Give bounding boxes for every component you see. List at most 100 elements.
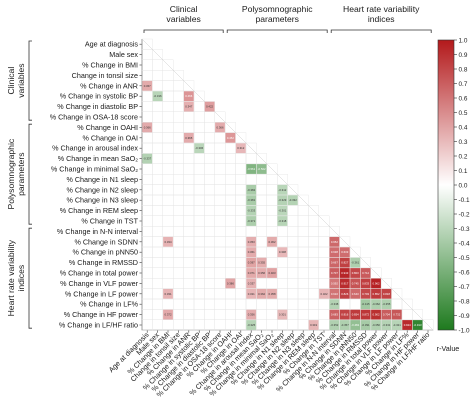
grid-cell	[141, 205, 153, 216]
grid-cell	[172, 298, 184, 310]
grid-cell	[183, 184, 195, 196]
grid-cell	[162, 194, 174, 206]
grid-cell	[277, 298, 288, 310]
row-label-change-in-oahi: % Change in OAHI	[77, 123, 138, 132]
grid-cell	[214, 163, 226, 175]
grid-cell	[277, 288, 288, 300]
heatmap-cell	[360, 288, 371, 299]
grid-cell	[214, 194, 226, 206]
colorbar-tick-label: -0.2	[459, 211, 470, 218]
heatmap-cell	[329, 257, 340, 268]
grid-cell	[214, 278, 226, 289]
grid-cell	[277, 319, 288, 331]
grid-cell	[183, 153, 195, 164]
heatmap-cell	[350, 268, 361, 278]
grid-cell	[152, 215, 163, 227]
grid-cell	[172, 267, 184, 279]
heatmap-cell	[277, 195, 288, 206]
cell-value-label: 0.403	[269, 271, 276, 275]
grid-cell	[172, 153, 184, 164]
grid-cell	[183, 121, 195, 133]
row-label-change-in-n-n-interval: % Change in N-N interval	[57, 227, 138, 236]
grid-cell	[152, 111, 163, 123]
grid-cell	[162, 205, 174, 216]
cell-value-label: 0.943	[341, 271, 348, 275]
row-label-change-in-pnn50: % Change in pNN50	[72, 248, 138, 257]
grid-cell	[141, 288, 153, 300]
heatmap-cell	[246, 195, 257, 206]
cell-value-label: 0.732	[393, 313, 400, 317]
heatmap-cell	[371, 288, 381, 299]
cell-value-label: 0.356	[248, 313, 255, 317]
cell-value-label: -0.913	[414, 323, 422, 327]
grid-cell	[193, 194, 205, 206]
grid-cell	[141, 257, 153, 268]
grid-cell	[141, 59, 153, 71]
grid-cell	[152, 288, 163, 300]
grid-cell	[172, 194, 184, 206]
cell-value-label: 0.362	[258, 292, 265, 296]
grid-cell	[193, 215, 205, 227]
grid-cell	[224, 184, 236, 196]
grid-cell	[162, 153, 174, 164]
grid-cell	[172, 101, 184, 113]
cell-value-label: 0.334	[165, 240, 172, 244]
grid-cell	[172, 215, 184, 227]
grid-cell	[318, 267, 330, 279]
grid-cell	[141, 298, 153, 310]
cell-value-label: -0.331	[382, 323, 390, 327]
grid-cell	[214, 153, 226, 164]
grid-cell	[162, 121, 174, 133]
cell-value-label: -0.381	[247, 198, 255, 202]
heatmap-cell	[235, 143, 246, 154]
grid-cell	[204, 132, 215, 144]
row-label-change-in-osa-18-score: % Change in OSA-18 score	[50, 113, 138, 122]
grid-cell	[224, 142, 236, 154]
grid-cell	[141, 132, 153, 144]
heatmap-cell	[246, 288, 257, 299]
grid-cell	[308, 215, 319, 227]
heatmap-cell	[329, 299, 340, 310]
cell-value-label: -0.382	[247, 188, 255, 192]
grid-cell	[204, 173, 215, 185]
grid-cell	[183, 205, 195, 216]
grid-cell	[183, 298, 195, 310]
grid-cell	[266, 194, 278, 206]
grid-cell	[266, 246, 278, 258]
grid-cell	[141, 267, 153, 279]
heatmap-cell	[277, 216, 288, 226]
grid-cell	[152, 309, 163, 320]
grid-cell	[297, 288, 309, 300]
heatmap-cell	[163, 309, 173, 320]
grid-cell	[297, 309, 309, 320]
cell-value-label: -0.362	[372, 302, 380, 306]
grid-cell	[235, 246, 247, 258]
row-label-change-in-n2-sleep: % Change in N2 sleep	[66, 185, 138, 194]
grid-cell	[339, 298, 351, 310]
grid-cell	[162, 101, 174, 113]
grid-cell	[214, 288, 226, 300]
row-label-change-in-hf-power: % Change in HF power	[64, 310, 139, 319]
grid-cell	[318, 257, 330, 268]
cell-value-label: 0.633	[341, 250, 348, 254]
grid-cell	[214, 173, 226, 185]
cell-value-label: 0.365	[185, 136, 192, 140]
grid-cell	[172, 163, 184, 175]
grid-cell	[193, 309, 205, 320]
grid-cell	[141, 111, 153, 123]
heatmap-cell	[329, 320, 340, 330]
cell-value-label: 0.652	[331, 240, 338, 244]
heatmap-cell	[391, 320, 402, 330]
heatmap-cell	[360, 278, 371, 289]
grid-cell	[152, 132, 163, 144]
grid-cell	[266, 319, 278, 331]
heatmap-cell	[371, 299, 381, 310]
heatmap-cell	[287, 195, 298, 206]
cell-value-label: 0.854	[352, 313, 359, 317]
grid-cell	[235, 173, 247, 185]
cell-value-label: 0.466	[185, 94, 192, 98]
cell-value-label: 0.452	[227, 136, 234, 140]
grid-cell	[183, 225, 195, 237]
grid-cell	[193, 153, 205, 164]
